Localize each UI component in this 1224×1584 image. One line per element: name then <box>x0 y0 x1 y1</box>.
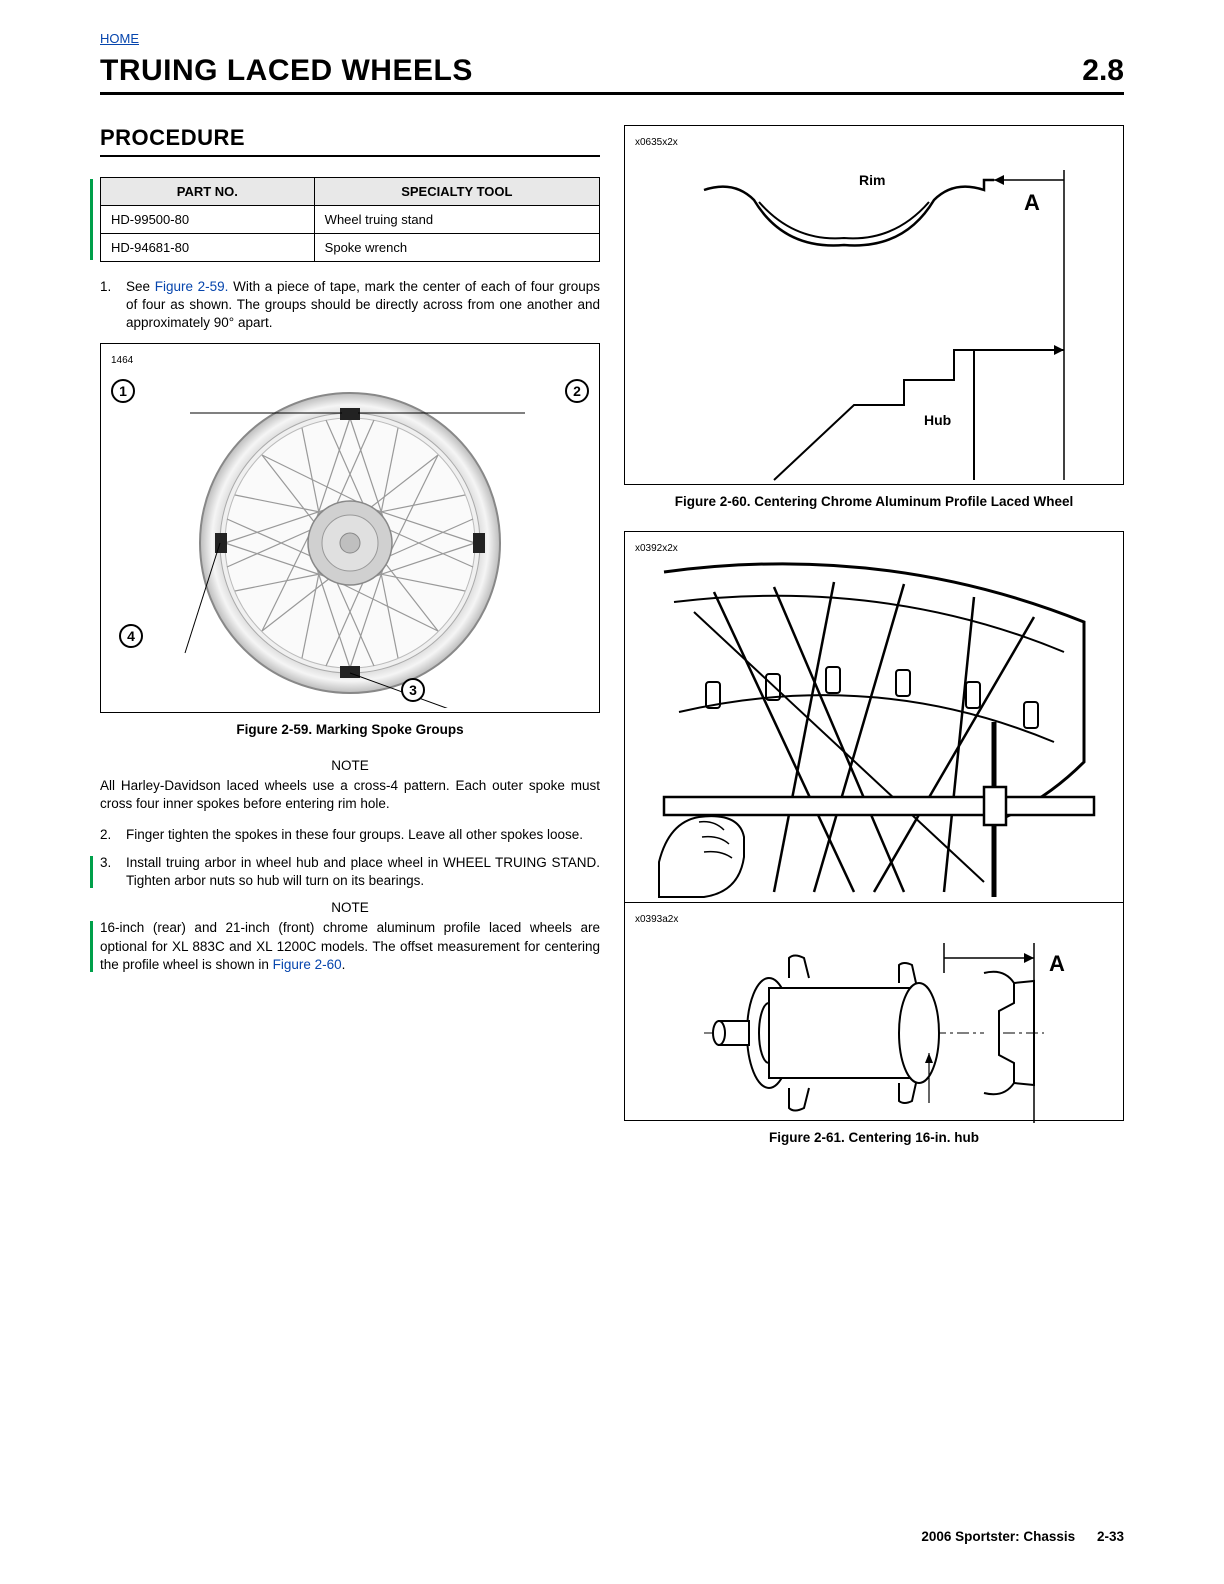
figure-60-box: x0635x2x Rim A Hub <box>624 125 1124 485</box>
figure-id: x0635x2x <box>631 135 682 150</box>
centering-diagram: Rim A Hub <box>631 150 1117 490</box>
callout-3: 3 <box>401 678 425 702</box>
step-1: 1. See Figure 2-59. With a piece of tape… <box>100 278 600 333</box>
figure-59-box: 1464 <box>100 343 600 713</box>
callout-1: 1 <box>111 379 135 403</box>
wheel-spokes-illustration <box>107 368 593 708</box>
figure-61-box: x0392x2x <box>624 531 1124 1121</box>
figure-id-bottom: x0393a2x <box>631 912 682 927</box>
callout-2: 2 <box>565 379 589 403</box>
figure-id-top: x0392x2x <box>631 541 682 556</box>
page-footer: 2006 Sportster: Chassis 2-33 <box>921 1529 1124 1544</box>
note-label: NOTE <box>100 758 600 773</box>
tools-table-wrap: PART NO. SPECIALTY TOOL HD-99500-80 Whee… <box>100 177 600 262</box>
note-2: 16-inch (rear) and 21-inch (front) chrom… <box>100 919 600 974</box>
figure-60-caption: Figure 2-60. Centering Chrome Aluminum P… <box>624 493 1124 511</box>
callout-4: 4 <box>119 624 143 648</box>
dim-a-label-2: A <box>1049 951 1065 976</box>
page-title: TRUING LACED WHEELS <box>100 54 473 88</box>
hub-label: Hub <box>924 412 951 428</box>
title-row: TRUING LACED WHEELS 2.8 <box>100 54 1124 95</box>
step-2: 2. Finger tighten the spokes in these fo… <box>100 826 600 844</box>
spoke-wrench-illustration <box>625 562 1123 902</box>
hub-cross-section: A <box>625 933 1123 1133</box>
rim-label: Rim <box>859 172 885 188</box>
figure-link-59[interactable]: Figure 2-59. <box>155 279 229 294</box>
figure-59-caption: Figure 2-59. Marking Spoke Groups <box>100 721 600 739</box>
figure-id: 1464 <box>107 353 137 368</box>
section-number: 2.8 <box>1082 54 1124 88</box>
note-1: All Harley-Davidson laced wheels use a c… <box>100 777 600 813</box>
home-link[interactable]: HOME <box>100 31 139 46</box>
th-tool: SPECIALTY TOOL <box>314 178 599 206</box>
note-label-2: NOTE <box>100 900 600 915</box>
table-row: HD-99500-80 Wheel truing stand <box>101 206 600 234</box>
right-column: x0635x2x Rim A Hub Figu <box>624 125 1124 1166</box>
step-3: 3. Install truing arbor in wheel hub and… <box>100 854 600 890</box>
dim-a-label: A <box>1024 190 1040 215</box>
left-column: PROCEDURE PART NO. SPECIALTY TOOL HD-995… <box>100 125 600 1166</box>
figure-link-60[interactable]: Figure 2-60 <box>273 957 342 972</box>
table-row: HD-94681-80 Spoke wrench <box>101 234 600 262</box>
th-partno: PART NO. <box>101 178 315 206</box>
procedure-heading: PROCEDURE <box>100 125 600 157</box>
tools-table: PART NO. SPECIALTY TOOL HD-99500-80 Whee… <box>100 177 600 262</box>
